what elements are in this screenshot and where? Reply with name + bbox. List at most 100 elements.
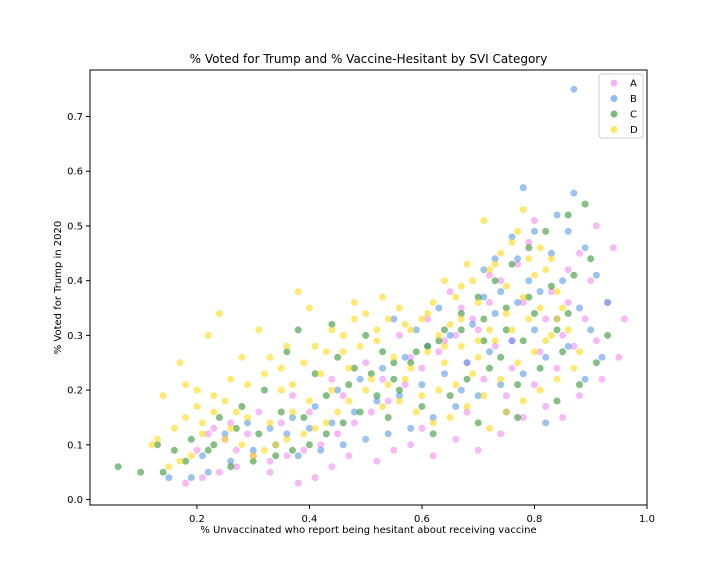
- data-point-D: [305, 397, 313, 405]
- data-point-C: [249, 457, 257, 465]
- data-point-A: [255, 408, 263, 416]
- data-point-C: [283, 348, 291, 356]
- data-point-A: [615, 353, 623, 361]
- data-point-D: [519, 293, 527, 301]
- data-point-D: [283, 435, 291, 443]
- data-point-B: [412, 326, 420, 334]
- data-point-A: [474, 326, 482, 334]
- data-point-C: [373, 392, 381, 400]
- data-point-D: [266, 419, 274, 427]
- data-point-C: [311, 370, 319, 378]
- data-point-A: [311, 474, 319, 482]
- data-point-C: [486, 364, 493, 372]
- data-point-A: [592, 337, 600, 345]
- data-point-A: [609, 244, 617, 252]
- data-point-B: [531, 326, 538, 334]
- legend-label-A: A: [630, 79, 637, 90]
- data-point-B: [542, 419, 550, 427]
- data-point-D: [514, 359, 522, 367]
- data-point-B: [570, 85, 578, 93]
- data-point-A: [542, 403, 550, 410]
- data-point-D: [519, 206, 527, 213]
- data-point-C: [502, 304, 510, 312]
- data-point-C: [497, 353, 505, 361]
- data-point-D: [446, 414, 454, 421]
- data-point-B: [604, 299, 612, 306]
- data-point-D: [536, 244, 544, 252]
- data-point-A: [519, 414, 527, 421]
- data-point-D: [441, 342, 448, 350]
- data-point-A: [294, 479, 302, 487]
- data-point-A: [266, 468, 274, 476]
- data-point-B: [441, 370, 448, 378]
- data-point-B: [576, 304, 583, 312]
- data-point-B: [204, 468, 212, 476]
- data-point-C: [232, 424, 240, 432]
- data-point-C: [187, 435, 195, 443]
- x-tick-label: 0.6: [414, 514, 430, 525]
- data-point-D: [474, 353, 482, 361]
- data-point-B: [486, 348, 493, 356]
- data-point-D: [474, 299, 482, 306]
- data-point-C: [592, 359, 600, 367]
- legend-box: [598, 73, 644, 139]
- data-point-D: [148, 441, 156, 449]
- data-point-D: [221, 397, 229, 405]
- data-point-A: [497, 430, 505, 438]
- x-tick-label: 0.2: [189, 514, 205, 525]
- data-point-D: [345, 364, 353, 372]
- data-point-A: [300, 446, 308, 454]
- data-point-B: [165, 474, 173, 482]
- data-point-D: [266, 353, 274, 361]
- data-point-A: [373, 457, 381, 465]
- data-point-A: [210, 424, 218, 432]
- data-point-D: [322, 348, 330, 356]
- data-point-D: [502, 310, 510, 317]
- data-point-D: [536, 304, 544, 312]
- data-point-B: [463, 359, 471, 367]
- data-point-A: [559, 414, 567, 421]
- data-point-D: [199, 419, 206, 427]
- data-point-C: [300, 414, 308, 421]
- data-point-B: [384, 430, 392, 438]
- data-point-D: [553, 315, 561, 323]
- data-point-D: [373, 326, 381, 334]
- data-point-A: [362, 359, 370, 367]
- data-point-B: [564, 342, 572, 350]
- data-point-C: [154, 441, 161, 449]
- data-point-C: [531, 310, 538, 317]
- data-point-D: [390, 353, 398, 361]
- data-point-D: [294, 288, 302, 296]
- data-point-D: [379, 293, 387, 301]
- data-point-D: [154, 435, 161, 443]
- data-point-B: [508, 337, 516, 345]
- data-point-D: [429, 419, 437, 427]
- data-point-D: [559, 304, 567, 312]
- data-point-A: [384, 397, 392, 405]
- data-point-A: [328, 375, 336, 383]
- data-point-D: [457, 315, 465, 323]
- data-point-C: [362, 331, 370, 339]
- data-point-C: [587, 255, 595, 263]
- data-point-D: [260, 446, 268, 454]
- data-point-A: [457, 304, 465, 312]
- data-point-C: [395, 386, 403, 394]
- data-point-B: [519, 370, 527, 378]
- data-point-C: [384, 414, 392, 421]
- data-point-D: [435, 386, 443, 394]
- data-point-D: [193, 386, 201, 394]
- data-point-D: [249, 452, 257, 460]
- y-tick-label: 0.7: [67, 112, 83, 123]
- data-point-C: [604, 331, 612, 339]
- data-point-B: [559, 277, 567, 285]
- data-point-A: [519, 299, 527, 306]
- data-point-A: [508, 364, 516, 372]
- data-point-A: [486, 271, 493, 279]
- data-point-D: [277, 386, 285, 394]
- data-point-B: [581, 375, 589, 383]
- data-point-D: [508, 326, 516, 334]
- data-point-C: [502, 326, 510, 334]
- data-point-C: [570, 271, 578, 279]
